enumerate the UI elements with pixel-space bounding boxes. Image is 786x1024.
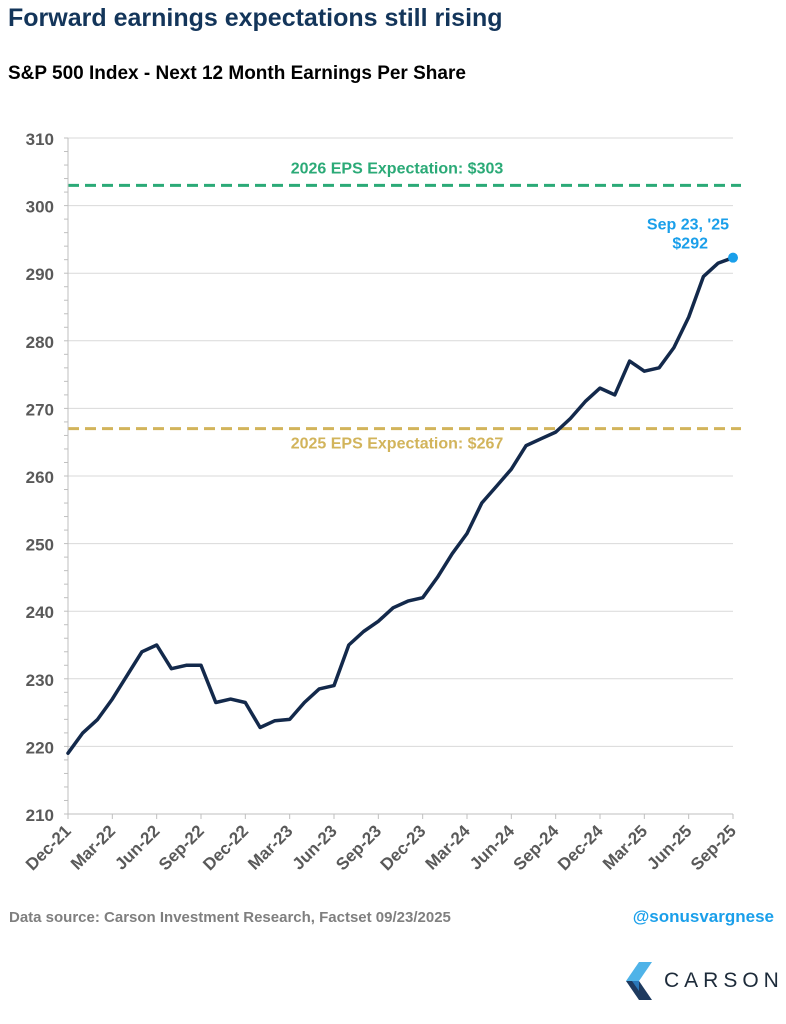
author-handle[interactable]: @sonusvargnese [632,907,774,926]
reference-line-label: 2026 EPS Expectation: $303 [291,160,504,177]
annotation-layer: Sep 23, '25 $292 [647,217,738,263]
x-tick-label: Dec-21 [22,821,75,874]
x-tick-label: Sep-22 [155,821,208,874]
x-tick-label: Sep-23 [332,821,385,874]
latest-value-label: $292 [672,236,708,253]
y-tick-label: 270 [26,400,54,419]
x-tick-label: Jun-22 [111,821,163,873]
x-tick-label: Mar-23 [244,821,296,873]
earnings-chart: 2026 EPS Expectation: $303 2025 EPS Expec… [22,130,741,874]
y-tick-label: 240 [26,603,54,622]
x-tick-label: Jun-25 [643,821,695,873]
chart-subtitle: S&P 500 Index - Next 12 Month Earnings P… [8,63,466,84]
grid-layer [68,137,733,815]
reference-line-label: 2025 EPS Expectation: $267 [291,436,504,453]
y-tick-label: 290 [26,265,54,284]
y-tick-label: 230 [26,671,54,690]
x-tick-label: Jun-23 [289,821,341,873]
x-tick-label: Dec-22 [199,821,252,874]
x-tick-label: Dec-23 [377,821,430,874]
carson-logo-icon [626,962,652,1000]
y-tick-label: 260 [26,468,54,487]
y-tick-label: 220 [26,738,54,757]
x-tick-label: Mar-24 [422,821,475,874]
latest-value-marker [728,252,738,263]
y-tick-label: 300 [26,198,54,217]
y-tick-label: 210 [26,806,54,825]
series-layer [66,255,735,755]
latest-date-label: Sep 23, '25 [647,217,729,234]
y-tick-label: 310 [26,130,54,149]
data-source-note: Data source: Carson Investment Research,… [9,909,451,926]
carson-logo: CARSON [626,962,784,1000]
axis-layer: 210220230240250260270280290300310Dec-21M… [22,130,740,874]
chart-title: Forward earnings expectations still risi… [8,4,503,32]
x-tick-label: Mar-22 [67,821,119,873]
x-tick-label: Jun-24 [466,821,519,874]
eps-series-line [66,255,735,755]
x-tick-label: Sep-24 [510,821,563,874]
brand-wordmark: CARSON [664,969,784,992]
y-tick-label: 280 [26,333,54,352]
y-tick-label: 250 [26,536,54,555]
x-tick-label: Sep-25 [687,821,740,874]
x-tick-label: Dec-24 [554,821,607,874]
reference-lines-layer: 2026 EPS Expectation: $303 2025 EPS Expec… [68,160,741,453]
x-tick-label: Mar-25 [599,821,651,873]
